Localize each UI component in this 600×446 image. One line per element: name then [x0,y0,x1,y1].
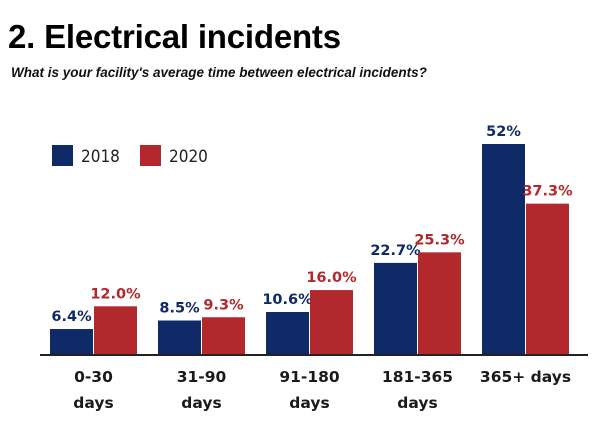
legend-swatch-2018 [52,145,73,166]
bar-2020-4 [526,203,569,355]
category-label-0: 0-30 days [73,368,113,412]
category-label-4: 365+ days [480,368,571,386]
value-label-2020-2: 16.0% [306,270,357,286]
value-label-2020-0: 12.0% [90,286,141,302]
value-label-2020-1: 9.3% [203,297,244,313]
bar-2020-3 [418,252,461,355]
chart-title: 2. Electrical incidents [8,18,341,55]
bar-2018-4 [482,144,525,355]
bars-group: 6.4% 12.0% 8.5% 9.3% 10.6% 16.0% 22.7%25.3% 52%… [50,124,573,355]
legend: 2018 2020 [52,145,208,167]
bar-2018-0 [50,329,93,355]
value-label-2020-3: 25.3% [414,232,465,248]
category-label-2: 91-180 days [279,368,340,412]
value-label-2018-3: 22.7% [370,243,421,259]
bar-2020-2 [310,290,353,355]
bar-2020-1 [202,317,245,355]
bar-2020-0 [94,306,137,355]
legend-label-2018: 2018 [81,147,120,167]
value-label-2018-0: 6.4% [51,309,92,325]
category-label-3: 181-365 days [382,368,453,412]
chart-subtitle: What is your facility's average time bet… [11,65,427,80]
bar-2018-2 [266,311,309,355]
value-label-2020-4: 37.3% [522,184,573,200]
bar-2018-1 [158,320,201,355]
value-label-2018-2: 10.6% [262,292,313,308]
category-label-1: 31-90 days [177,368,227,412]
value-label-2018-4: 52% [486,124,521,140]
legend-label-2020: 2020 [169,147,208,167]
value-label-2018-1: 8.5% [159,301,200,317]
category-labels: 0-30 days 31-90 days 91-180 days 181-365 days 36… [73,368,571,412]
legend-swatch-2020 [140,145,161,166]
bar-2018-3 [374,262,417,355]
